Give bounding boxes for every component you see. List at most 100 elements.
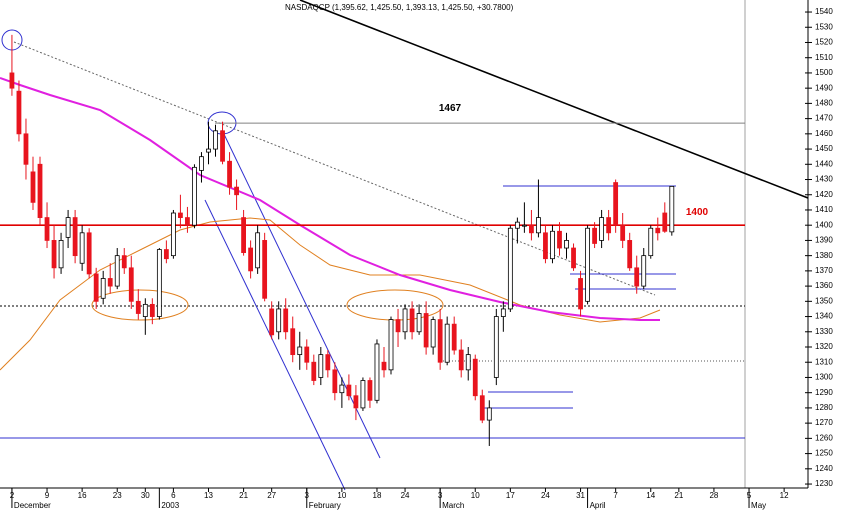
candle-body: [416, 313, 422, 333]
ellipse: [346, 289, 444, 321]
candle-body: [550, 230, 555, 260]
y-tick-label: 1240: [815, 464, 833, 473]
candle-body: [206, 148, 211, 153]
candle-body: [388, 319, 394, 371]
candle-body: [72, 217, 78, 257]
candle-body: [606, 217, 612, 234]
y-tick-label: 1420: [815, 190, 833, 199]
candle-body: [37, 163, 43, 218]
y-tick-label: 1340: [815, 312, 833, 321]
candle-body: [79, 232, 85, 264]
candle-body: [9, 72, 15, 89]
x-tick-label: 18: [373, 491, 382, 500]
y-tick-label: 1280: [815, 403, 833, 412]
candle-body: [23, 133, 29, 165]
y-tick-label: 1440: [815, 159, 833, 168]
candle-body: [297, 346, 303, 356]
y-tick-label: 1450: [815, 144, 833, 153]
candle-body: [86, 232, 92, 275]
candle-body: [325, 354, 331, 371]
y-tick-label: 1460: [815, 129, 833, 138]
candle-body: [486, 407, 492, 421]
y-tick-label: 1380: [815, 251, 833, 260]
candle-body: [585, 227, 590, 302]
candle-body: [93, 273, 99, 302]
month-label: March: [442, 501, 464, 510]
candle-body: [227, 160, 232, 188]
candle-body: [220, 130, 225, 162]
y-tick-label: 1510: [815, 53, 833, 62]
candle-body: [283, 308, 289, 333]
candle-body: [543, 232, 548, 260]
y-tick-label: 1300: [815, 373, 833, 382]
y-tick-label: 1530: [815, 22, 833, 31]
month-label: April: [590, 501, 606, 510]
candle-body: [409, 308, 415, 333]
candle-body: [627, 240, 633, 269]
candle-body: [613, 182, 619, 226]
x-tick-label: 17: [506, 491, 515, 500]
y-tick-label: 1470: [815, 114, 833, 123]
candle-body: [381, 361, 387, 371]
y-tick-label: 1540: [815, 7, 833, 16]
candle-body: [423, 313, 429, 348]
trend-line: [299, 0, 809, 199]
candle-body: [114, 255, 120, 287]
candle-body: [100, 278, 106, 299]
candle-body: [332, 369, 338, 394]
x-tick-label: 21: [674, 491, 683, 500]
candle-body: [479, 395, 485, 421]
candle-body: [451, 323, 457, 351]
candle-body: [669, 185, 675, 233]
y-tick-label: 1330: [815, 327, 833, 336]
x-tick-label: 21: [239, 491, 248, 500]
candle-body: [213, 130, 218, 150]
x-tick-label: 9: [45, 491, 50, 500]
candle-body: [128, 267, 134, 302]
y-tick-label: 1250: [815, 449, 833, 458]
candle-body: [599, 217, 605, 241]
candle-body: [44, 217, 50, 241]
x-tick-label: 30: [141, 491, 150, 500]
candle-body: [185, 217, 190, 226]
candle-body: [248, 247, 254, 272]
candle-body: [430, 319, 436, 348]
y-tick-label: 1410: [815, 205, 833, 214]
candle-body: [592, 227, 597, 244]
x-tick-label: 13: [204, 491, 213, 500]
y-tick-label: 1290: [815, 388, 833, 397]
level-label: 1467: [439, 103, 462, 114]
ellipse: [91, 289, 189, 321]
candle-body: [578, 278, 583, 310]
candle-body: [458, 349, 464, 371]
candle-body: [304, 346, 310, 363]
candle-body: [192, 166, 197, 226]
y-tick-label: 1320: [815, 342, 833, 351]
candle-body: [16, 90, 22, 135]
candle-body: [346, 384, 352, 397]
candle-body: [156, 249, 162, 317]
month-label: 2003: [161, 501, 179, 510]
candle-body: [178, 212, 183, 218]
month-label: May: [751, 501, 766, 510]
y-tick-label: 1490: [815, 83, 833, 92]
candle-body: [472, 358, 478, 397]
x-tick-label: 31: [576, 491, 585, 500]
y-tick-label: 1520: [815, 38, 833, 47]
candle-body: [339, 384, 345, 394]
candle-body: [634, 267, 640, 287]
candle-body: [536, 217, 541, 234]
candle-body: [269, 308, 275, 336]
candle-body: [465, 354, 471, 371]
candle-body: [367, 380, 373, 401]
candle-body: [507, 227, 513, 310]
candle-body: [529, 224, 534, 234]
candle-body: [135, 300, 141, 314]
candle-body: [620, 224, 626, 241]
candle-body: [648, 227, 654, 257]
month-label: December: [14, 501, 51, 510]
candle-body: [641, 255, 647, 287]
